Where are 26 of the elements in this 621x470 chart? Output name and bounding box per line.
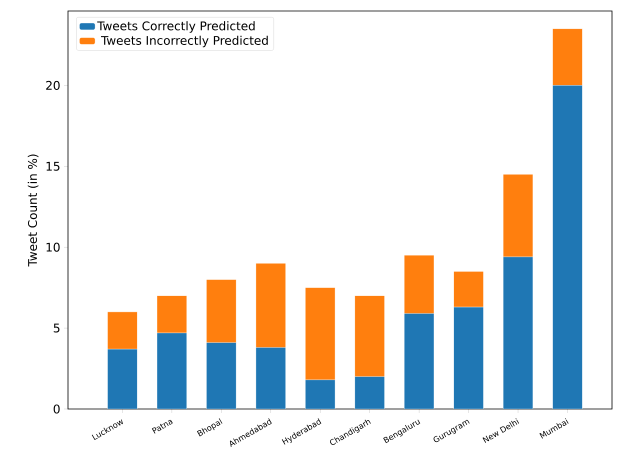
y-tick-label: 5 [54, 324, 60, 333]
bar [305, 288, 336, 380]
bar [256, 263, 286, 348]
y-tick-label: 15 [46, 162, 60, 171]
y-tick-label: 0 [54, 404, 60, 414]
bar [404, 314, 434, 409]
bar [503, 256, 533, 409]
legend-label: Tweets Correctly Predicted [97, 21, 255, 33]
bar [503, 174, 534, 258]
y-axis-title: Tweet Count (in %) [28, 154, 38, 267]
bar [108, 349, 138, 409]
bar [454, 271, 484, 308]
bar [157, 332, 187, 409]
bar [404, 255, 434, 314]
bar [256, 348, 286, 409]
bar [354, 296, 385, 377]
bar [206, 279, 236, 343]
bar [552, 85, 582, 409]
bar [156, 296, 187, 334]
legend-label: Tweets Incorrectly Predicted [101, 36, 268, 48]
bar [354, 376, 385, 409]
bar [206, 342, 236, 409]
bar [454, 307, 484, 409]
y-tick-label: 10 [46, 242, 60, 252]
y-tick-label: 20 [46, 80, 60, 90]
bar [305, 380, 336, 409]
